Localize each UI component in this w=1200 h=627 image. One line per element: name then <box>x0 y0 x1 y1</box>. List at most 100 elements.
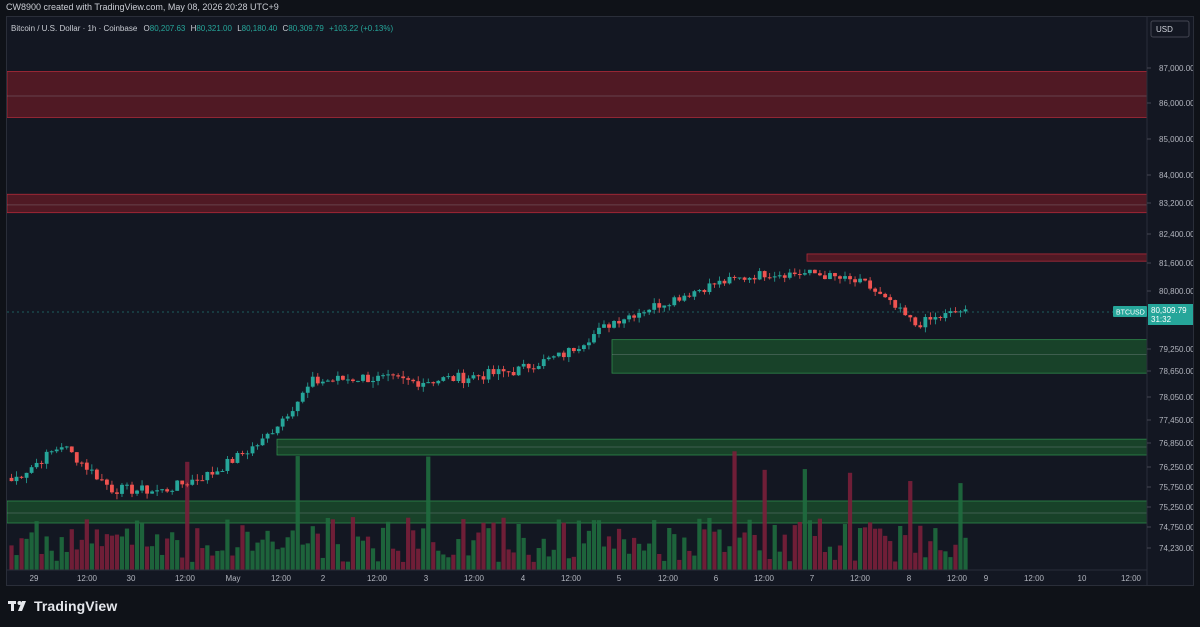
volume-bar <box>456 539 461 570</box>
candle-body <box>9 477 14 482</box>
tradingview-logo[interactable]: TradingView <box>8 598 117 614</box>
time-tick-label: 6 <box>714 574 719 583</box>
volume-bar <box>295 456 300 570</box>
volume-bar <box>591 520 597 570</box>
candle-body <box>185 484 190 486</box>
candle-body <box>597 327 601 335</box>
volume-bar <box>84 519 89 570</box>
volume-bar <box>596 520 602 570</box>
volume-bar <box>601 546 607 570</box>
zone-resistance-1 <box>7 193 1148 214</box>
volume-bar <box>762 469 767 570</box>
candle-body <box>19 476 24 478</box>
volume-bar <box>647 543 652 570</box>
price-tick-label: 76,250.00 <box>1159 463 1194 472</box>
candle-body <box>602 324 606 328</box>
candle-body <box>657 303 662 308</box>
candle-body <box>918 325 923 328</box>
volume-bar <box>330 519 335 570</box>
candle-body <box>958 311 963 313</box>
volume-bar <box>220 550 225 570</box>
volume-bar <box>933 528 938 570</box>
volume-bar <box>657 554 662 570</box>
volume-bar <box>672 534 677 570</box>
volume-bar <box>842 524 848 570</box>
candle-body <box>486 369 491 380</box>
volume-bar <box>491 522 496 570</box>
currency-button[interactable] <box>1150 20 1190 38</box>
candle-body <box>823 275 827 280</box>
price-axis-panel[interactable] <box>1147 17 1194 586</box>
candle-body <box>848 276 852 280</box>
time-tick-label: 12:00 <box>658 574 679 583</box>
candle-body <box>873 288 878 292</box>
time-tick-label: 12:00 <box>367 574 388 583</box>
candle-body <box>833 273 837 277</box>
candle-body <box>74 452 79 463</box>
candle-body <box>270 433 275 435</box>
volume-bar <box>260 539 265 570</box>
candle-body <box>777 275 782 277</box>
volume-bar <box>240 525 245 570</box>
chart-panel[interactable]: 87,000.00 86,000.00 85,000.00 84,000.00 83,2… <box>6 16 1194 586</box>
volume-bar <box>79 539 84 570</box>
candle-body <box>160 489 165 491</box>
volume-bar <box>124 528 130 570</box>
volume-bar <box>923 557 928 570</box>
volume-bar <box>280 547 285 570</box>
volume-bar <box>697 518 702 570</box>
time-tick-label: 30 <box>127 574 136 583</box>
volume-bar <box>205 545 210 570</box>
volume-bar <box>385 521 391 570</box>
candle-body <box>662 305 667 308</box>
volume-bar <box>285 537 290 570</box>
volume-bar <box>531 561 536 570</box>
candle-body <box>858 278 862 283</box>
volume-bar <box>797 521 802 570</box>
volume-bar <box>466 555 471 570</box>
volume-bar <box>215 550 220 570</box>
candle-body <box>587 342 591 346</box>
candle-body <box>280 418 285 427</box>
volume-bar <box>822 552 828 570</box>
candle-body <box>190 479 195 485</box>
candle-body <box>79 462 84 464</box>
volume-bar <box>963 537 968 570</box>
candle-body <box>39 462 44 464</box>
candle-body <box>863 278 867 281</box>
volume-bar <box>551 549 556 570</box>
candle-body <box>356 380 360 382</box>
volume-bar <box>59 537 64 570</box>
volume-bar <box>34 521 39 570</box>
candle-body <box>953 311 958 313</box>
candle-body <box>576 349 581 352</box>
candle-body <box>797 274 802 276</box>
candle-body <box>446 376 451 378</box>
candle-body <box>546 357 551 360</box>
candle-body <box>195 479 200 481</box>
candle-body <box>652 303 657 310</box>
time-tick-label: 12:00 <box>947 574 968 583</box>
price-tick-label: 85,000.00 <box>1159 135 1194 144</box>
volume-bar <box>380 527 386 570</box>
candle-body <box>853 279 857 283</box>
volume-bar <box>852 560 858 570</box>
volume-bar <box>606 536 612 570</box>
volume-bar <box>682 537 687 570</box>
time-tick-label: 9 <box>984 574 989 583</box>
candle-body <box>948 311 953 314</box>
candle-body <box>511 371 516 376</box>
candle-body <box>406 378 411 380</box>
price-tick-label: 76,850.00 <box>1159 439 1194 448</box>
candle-body <box>521 363 526 367</box>
candle-body <box>607 324 611 328</box>
candle-body <box>561 352 566 358</box>
candle-body <box>265 433 270 439</box>
candle-body <box>180 480 185 485</box>
volume-bar <box>99 546 104 570</box>
volume-bar <box>421 528 426 570</box>
price-chart[interactable]: 87,000.00 86,000.00 85,000.00 84,000.00 83,2… <box>7 17 1194 586</box>
candle-body <box>692 291 697 297</box>
candle-body <box>260 438 265 446</box>
volume-bar <box>350 517 356 570</box>
